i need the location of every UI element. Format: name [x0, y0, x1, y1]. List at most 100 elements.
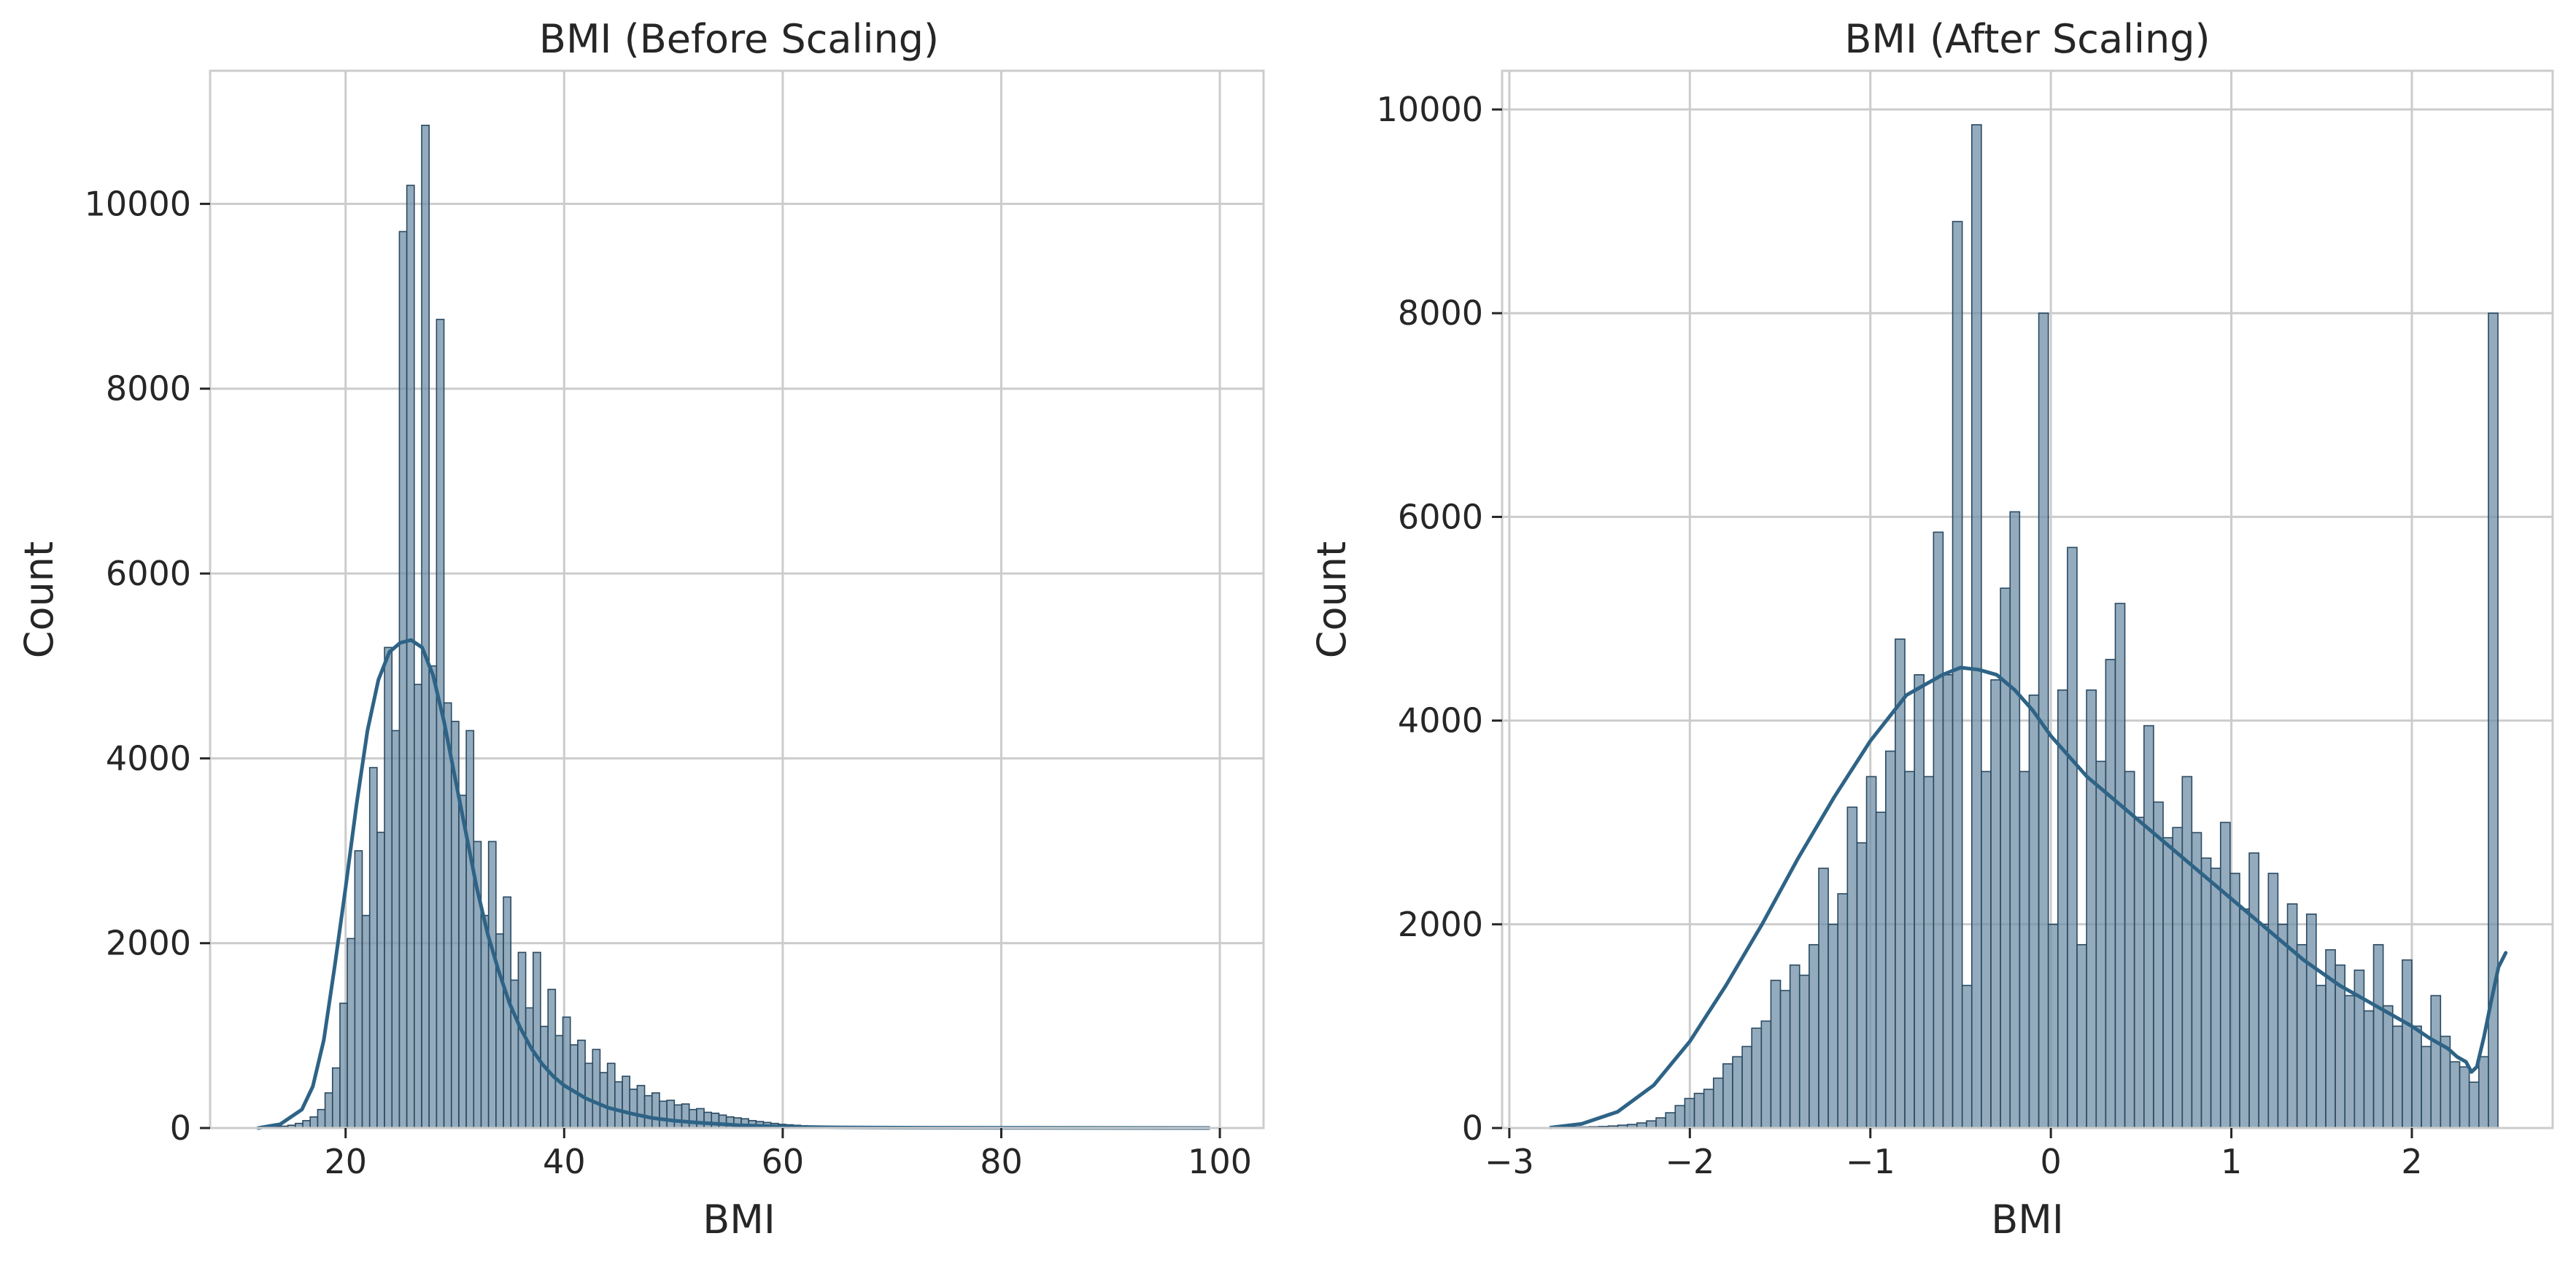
histogram-bar	[2411, 1025, 2422, 1129]
histogram-bar	[547, 989, 557, 1129]
histogram-bar	[681, 1103, 690, 1129]
histogram-bar	[1970, 124, 1982, 1129]
histogram-bar	[1990, 679, 2001, 1129]
histogram-bar	[2296, 943, 2308, 1129]
histogram-bar	[599, 1072, 608, 1129]
x-tick-label: 0	[2041, 1142, 2062, 1181]
histogram-bar	[703, 1111, 713, 1129]
histogram-bar	[1837, 893, 1849, 1129]
histogram-bar	[2028, 694, 2040, 1129]
histogram-bar	[1923, 776, 1935, 1129]
histogram-bar	[2067, 546, 2078, 1129]
histogram-bar	[1674, 1105, 1686, 1129]
histogram-bar	[1914, 674, 1925, 1129]
histogram-bar	[487, 841, 497, 1129]
histogram-bar	[2172, 827, 2184, 1129]
histogram-bar	[1818, 868, 1829, 1129]
histogram-bar	[2459, 1066, 2470, 1129]
histogram-bar	[1875, 811, 1887, 1129]
histogram-bar	[2316, 984, 2326, 1129]
histogram-bar	[1895, 638, 1906, 1129]
x-tick-label: −2	[1665, 1142, 1714, 1181]
histogram-bar	[1665, 1112, 1676, 1129]
histogram-bar	[465, 730, 475, 1129]
chart-title: BMI (Before Scaling)	[539, 16, 939, 62]
histogram-bar	[673, 1104, 683, 1129]
histogram-bars	[258, 124, 1218, 1129]
x-tick-label: −3	[1485, 1142, 1534, 1181]
ticks: −3 −2 −1 0 1 2 0 2000 4000 6000 8000 10000	[1377, 90, 2423, 1181]
kde-curve	[256, 638, 1211, 1130]
y-axis-label: Count	[1309, 541, 1355, 658]
histogram-bar	[2219, 822, 2231, 1129]
histogram-bars	[1550, 124, 2499, 1129]
x-tick-label: 20	[324, 1142, 367, 1181]
histogram-bar	[2162, 837, 2173, 1129]
histogram-bar	[1722, 1063, 1733, 1129]
histogram-bar	[532, 951, 541, 1129]
x-tick-label: 40	[543, 1142, 586, 1181]
histogram-bar	[614, 1081, 623, 1129]
histogram-bar	[324, 1092, 333, 1129]
histogram-bar	[1732, 1056, 1743, 1129]
histogram-bar	[2000, 587, 2011, 1129]
panel-after-scaling: BMI (After Scaling) −3 −2 −1 0 1 2 0 2000 4000 60…	[1309, 16, 2554, 1243]
histogram-bar	[1961, 984, 1973, 1129]
y-tick-label: 10000	[85, 184, 191, 223]
histogram-bar	[1760, 1020, 1772, 1129]
histogram-bar	[1798, 974, 1810, 1129]
histogram-bar	[1693, 1092, 1705, 1129]
y-tick-label: 2000	[1398, 905, 1483, 944]
histogram-bar	[569, 1044, 579, 1129]
chart-title: BMI (After Scaling)	[1844, 16, 2210, 62]
histogram-bar	[2019, 770, 2030, 1129]
histogram-bar	[2076, 943, 2087, 1129]
histogram-bar	[2153, 801, 2164, 1129]
x-tick-label: 60	[762, 1142, 805, 1181]
histogram-bar	[354, 850, 363, 1129]
histogram-bar	[421, 124, 430, 1129]
x-axis-label: BMI	[703, 1197, 775, 1243]
histogram-bar	[384, 646, 393, 1129]
x-tick-label: 80	[980, 1142, 1023, 1181]
histogram-bar	[696, 1108, 705, 1129]
histogram-bar	[361, 914, 371, 1129]
histogram-bar	[1952, 220, 1963, 1129]
histogram-bar	[1884, 750, 1896, 1129]
ticks: 20 40 60 80 100 0 2000 4000 6000 8000 10000	[85, 184, 1252, 1181]
histogram-bar	[2391, 1025, 2403, 1129]
histogram-bar	[622, 1075, 631, 1129]
histogram-bar	[2248, 852, 2259, 1129]
y-tick-label: 0	[1462, 1108, 1483, 1148]
histogram-bar	[651, 1092, 660, 1129]
histogram-bar	[1684, 1097, 1695, 1129]
histogram-bar	[2258, 924, 2270, 1129]
histogram-bar	[2468, 1081, 2480, 1129]
x-tick-label: 1	[2221, 1142, 2242, 1181]
histogram-bar	[2239, 908, 2250, 1129]
histogram-bar	[480, 914, 490, 1129]
histogram-bar	[376, 831, 385, 1129]
histogram-bar	[2430, 994, 2442, 1129]
y-tick-label: 2000	[106, 924, 191, 963]
histogram-bar	[391, 730, 401, 1129]
histogram-bar	[302, 1120, 312, 1129]
histogram-bar	[540, 1025, 549, 1129]
y-tick-label: 4000	[1398, 701, 1483, 741]
axes-frame	[1501, 69, 2554, 1129]
axes-frame	[209, 69, 1265, 1129]
histogram-bar	[1655, 1117, 1666, 1129]
histogram-bar	[562, 1016, 571, 1129]
histogram-bar	[503, 896, 512, 1129]
histogram-bar	[2210, 868, 2221, 1129]
x-tick-label: 2	[2401, 1142, 2422, 1181]
y-tick-label: 0	[170, 1108, 191, 1148]
histogram-bar	[2382, 1005, 2394, 1129]
histogram-bar	[406, 185, 415, 1129]
histogram-bar	[1933, 531, 1944, 1129]
histogram-bar	[606, 1062, 616, 1129]
histogram-bar	[2363, 1010, 2375, 1129]
histogram-bar	[428, 665, 438, 1129]
histogram-bar	[2286, 903, 2298, 1129]
